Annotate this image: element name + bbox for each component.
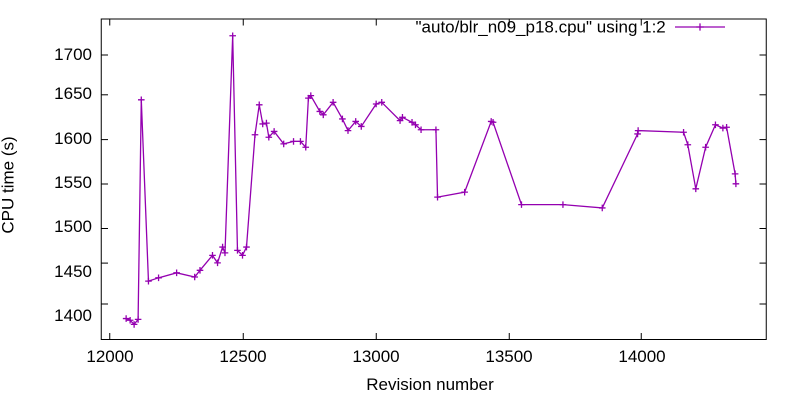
svg-text:1550: 1550: [54, 173, 92, 192]
svg-text:14000: 14000: [618, 347, 665, 366]
svg-text:1500: 1500: [54, 217, 92, 236]
svg-text:1700: 1700: [54, 45, 92, 64]
svg-text:13000: 13000: [352, 347, 399, 366]
svg-text:12000: 12000: [86, 347, 133, 366]
svg-text:CPU time (s): CPU time (s): [0, 136, 18, 233]
svg-text:12500: 12500: [219, 347, 266, 366]
svg-text:1400: 1400: [54, 306, 92, 325]
svg-text:1450: 1450: [54, 262, 92, 281]
svg-text:Revision number: Revision number: [366, 375, 494, 394]
svg-text:13500: 13500: [485, 347, 532, 366]
svg-text:"auto/blr_n09_p18.cpu" using 1: "auto/blr_n09_p18.cpu" using 1:2: [416, 18, 666, 37]
svg-text:1650: 1650: [54, 84, 92, 103]
svg-text:1600: 1600: [54, 129, 92, 148]
